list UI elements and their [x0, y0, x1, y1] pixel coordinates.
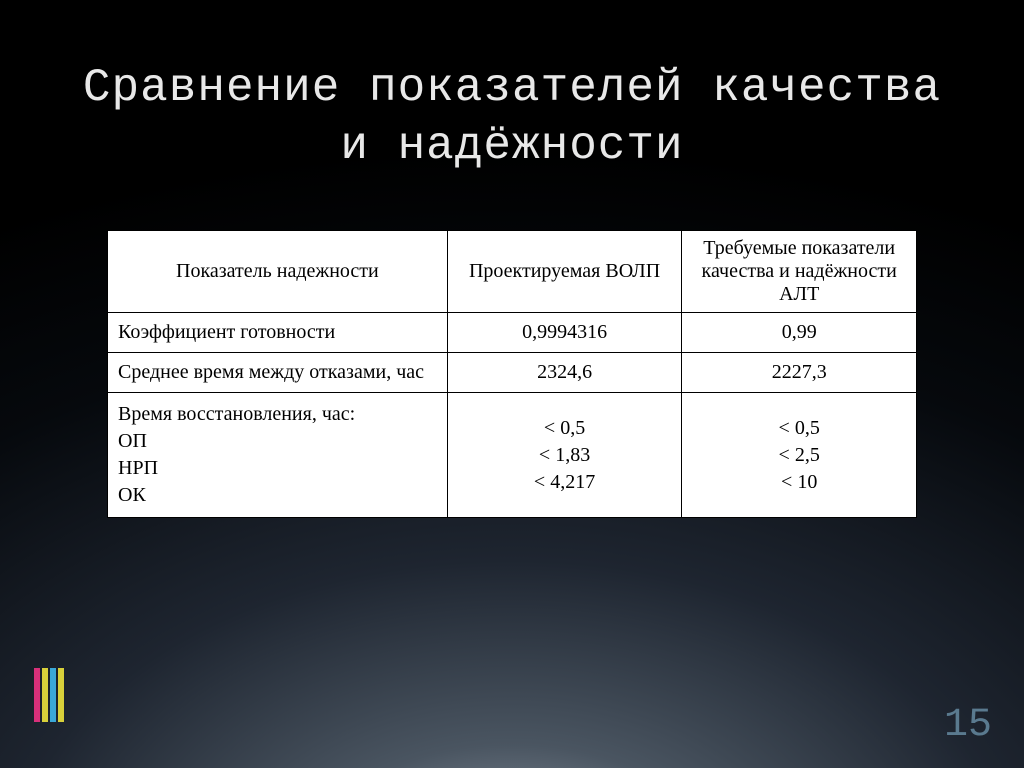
- accent-bar: [42, 668, 48, 722]
- cell-metric: Коэффициент готовности: [108, 313, 448, 353]
- table-header-row: Показатель надежности Проектируемая ВОЛП…: [108, 231, 917, 313]
- cell-v2: < 0,5 < 2,5 < 10: [682, 393, 917, 518]
- accent-strip: [34, 668, 66, 722]
- accent-bar: [58, 668, 64, 722]
- slide: Сравнение показателей качества и надёжно…: [0, 0, 1024, 768]
- cell-metric: Среднее время между отказами, час: [108, 353, 448, 393]
- cell-v2: 2227,3: [682, 353, 917, 393]
- table-row: Время восстановления, час: ОП НРП ОК < 0…: [108, 393, 917, 518]
- cell-v1: 2324,6: [447, 353, 682, 393]
- table-row: Среднее время между отказами, час 2324,6…: [108, 353, 917, 393]
- col-header-metric: Показатель надежности: [108, 231, 448, 313]
- col-header-v1: Проектируемая ВОЛП: [447, 231, 682, 313]
- table-row: Коэффициент готовности 0,9994316 0,99: [108, 313, 917, 353]
- cell-v1: 0,9994316: [447, 313, 682, 353]
- col-header-v2: Требуемые показатели качества и надёжнос…: [682, 231, 917, 313]
- slide-title: Сравнение показателей качества и надёжно…: [65, 60, 959, 175]
- cell-metric: Время восстановления, час: ОП НРП ОК: [108, 393, 448, 518]
- cell-v1: < 0,5 < 1,83 < 4,217: [447, 393, 682, 518]
- page-number: 15: [944, 703, 992, 748]
- comparison-table: Показатель надежности Проектируемая ВОЛП…: [107, 230, 917, 518]
- cell-v2: 0,99: [682, 313, 917, 353]
- accent-bar: [34, 668, 40, 722]
- accent-bar: [50, 668, 56, 722]
